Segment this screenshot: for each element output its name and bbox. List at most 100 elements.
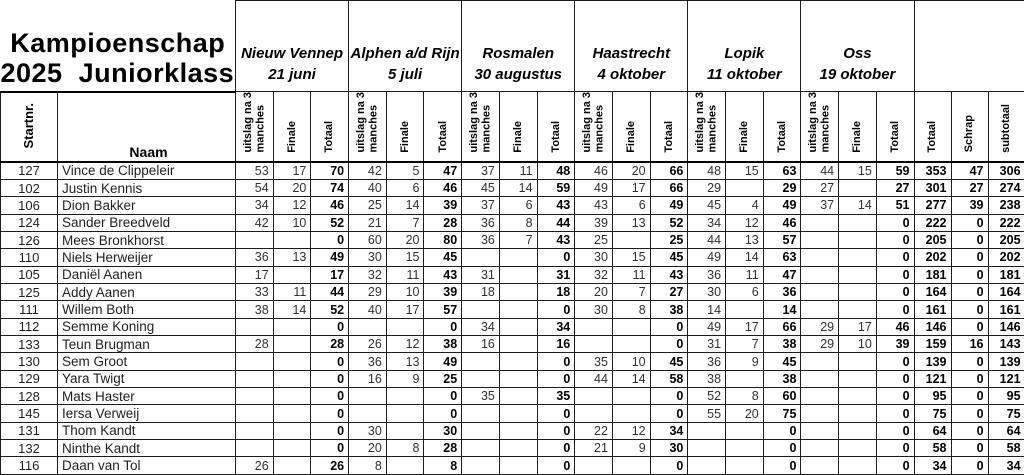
finale-cell (272, 317, 312, 337)
event-totaal-cell: 74 (310, 178, 350, 198)
startnr-cell: 102 (0, 178, 58, 198)
uitslag-cell: 40 (348, 178, 387, 198)
finale-cell: 20 (611, 161, 651, 180)
subtotaal-cell: 139 (987, 352, 1024, 371)
uitslag-cell: 35 (461, 387, 500, 406)
totaal-cell: 222 (913, 213, 952, 232)
naam-label: Naam (129, 143, 168, 160)
uitslag-cell (800, 421, 840, 441)
event-date: 11 oktober (707, 66, 782, 84)
rider-name-cell: Mats Haster (57, 387, 236, 406)
event-totaal-cell: 31 (536, 265, 576, 284)
subtotaal-cell: 95 (987, 387, 1024, 406)
uitslag-cell (687, 421, 727, 441)
finale-cell (498, 300, 538, 319)
event-totaal-cell: 30 (649, 439, 689, 458)
subtotaal-cell: 202 (987, 248, 1024, 267)
event-totaal-cell: 0 (310, 230, 350, 250)
finale-cell: 13 (611, 213, 651, 232)
totaal-cell: 205 (913, 230, 952, 250)
uitslag-cell (800, 404, 840, 423)
event-totaal-cell: 0 (536, 248, 576, 267)
uitslag-cell (574, 404, 613, 423)
uitslag-cell: 49 (687, 248, 727, 267)
finale-cell: 11 (611, 265, 651, 284)
event-totaal-cell: 0 (310, 352, 350, 371)
table-row: 133 Teun Brugman 28 28 26 12 38 16 16 0 31 7 38 29 10 3… (0, 335, 1024, 354)
finale-cell (272, 230, 312, 250)
finale-cell (611, 317, 651, 337)
finale-cell (611, 387, 651, 406)
event-totaal-cell: 0 (310, 439, 350, 458)
event-date: 5 juli (388, 66, 423, 84)
schrap-cell: 0 (950, 421, 989, 441)
event-header-alphen: Alphen a/d Rijn 5 juli (348, 0, 463, 92)
event-totaal-cell: 44 (536, 213, 576, 232)
subtotaal-cell: 222 (987, 213, 1024, 232)
uitslag-cell (235, 369, 274, 389)
event-totaal-cell: 0 (762, 421, 802, 441)
table-row: 111 Willem Both 38 14 52 40 17 57 0 30 8 38 14 14 0 161… (0, 300, 1024, 319)
uitslag-cell (461, 300, 500, 319)
finale-cell (838, 369, 877, 389)
finale-cell (498, 439, 538, 458)
startnr-label: Startnr. (20, 103, 36, 149)
event-totaal-cell: 52 (310, 213, 350, 232)
finale-cell (838, 265, 877, 284)
event-totaal-cell: 0 (536, 456, 576, 475)
uitslag-cell: 37 (461, 196, 500, 215)
event-totaal-cell: 38 (649, 300, 689, 319)
table-row: 124 Sander Breedveld 42 10 52 21 7 28 36 8 44 39 13 5… (0, 213, 1024, 232)
event-totaal-cell: 0 (875, 230, 915, 250)
uitslag-cell: 26 (235, 456, 274, 475)
event-totaal-cell: 0 (875, 456, 915, 475)
rider-name-cell: Yara Twigt (57, 369, 236, 389)
event-totaal-cell: 47 (423, 161, 463, 180)
finale-cell: 17 (838, 317, 877, 337)
column-header-uitslag: uitslag na 3 manches (348, 90, 387, 163)
finale-cell (725, 178, 764, 198)
uitslag-cell: 29 (348, 282, 387, 302)
finale-cell: 9 (611, 439, 651, 458)
schrap-cell: 0 (950, 352, 989, 371)
event-totaal-cell: 75 (762, 404, 802, 423)
totaal-cell: 277 (913, 196, 952, 215)
event-totaal-cell: 57 (762, 230, 802, 250)
finale-cell: 12 (272, 196, 312, 215)
finale-cell: 12 (385, 335, 425, 354)
uitslag-cell: 48 (687, 161, 727, 180)
title-line-2: 2025 Juniorklasse (0, 58, 236, 89)
finale-cell (498, 421, 538, 441)
finale-cell: 6 (498, 196, 538, 215)
finale-cell (838, 178, 877, 198)
finale-cell: 13 (385, 352, 425, 371)
rider-name-cell: Thom Kandt (57, 421, 236, 441)
event-totaal-cell: 36 (762, 282, 802, 302)
event-totaal-cell: 46 (310, 196, 350, 215)
uitslag-cell: 30 (348, 421, 387, 441)
finale-cell: 17 (272, 161, 312, 180)
uitslag-cell (800, 230, 840, 250)
finale-cell: 7 (611, 282, 651, 302)
rider-name-cell: Willem Both (57, 300, 236, 319)
event-totaal-cell: 25 (649, 230, 689, 250)
finale-cell (838, 387, 877, 406)
uitslag-cell (235, 404, 274, 423)
uitslag-cell: 20 (348, 439, 387, 458)
event-date: 30 augustus (474, 66, 562, 84)
event-header-rosmalen: Rosmalen 30 augustus (461, 0, 576, 92)
event-totaal-cell: 60 (762, 387, 802, 406)
schrap-cell: 0 (950, 387, 989, 406)
finale-cell: 13 (725, 230, 764, 250)
uitslag-cell: 30 (348, 248, 387, 267)
schrap-label: Schrap (963, 115, 976, 153)
column-header-uitslag: uitslag na 3 manches (800, 90, 840, 163)
totaal-cell: 121 (913, 369, 952, 389)
event-date: 21 juni (268, 66, 316, 84)
column-header-finale: Finale (272, 90, 312, 163)
rider-name-cell: Dion Bakker (57, 196, 236, 215)
schrap-cell: 47 (950, 161, 989, 180)
uitslag-cell (800, 248, 840, 267)
event-totaal-cell: 49 (762, 196, 802, 215)
finale-cell (838, 248, 877, 267)
